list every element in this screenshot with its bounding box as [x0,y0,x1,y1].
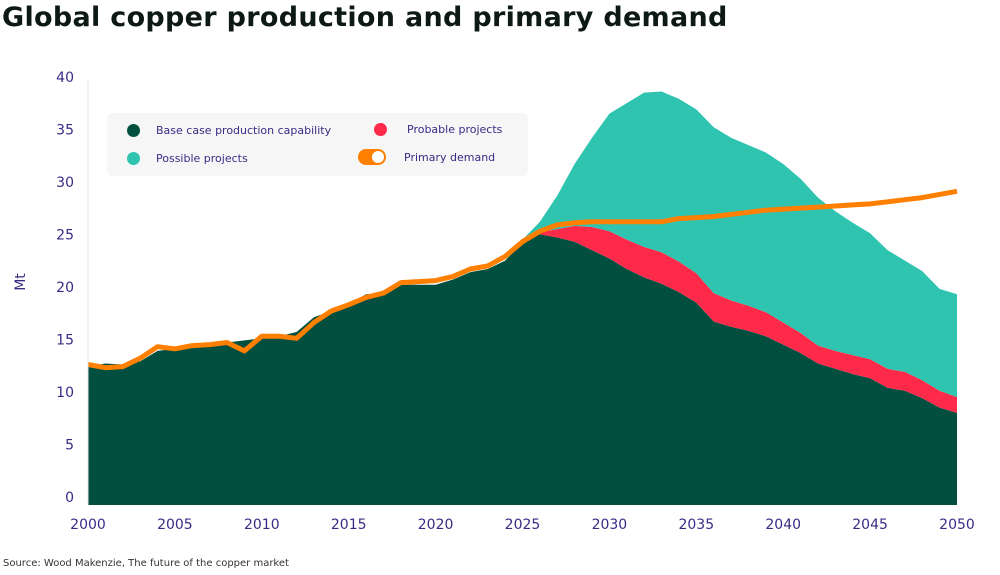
legend: Base case production capability Possible… [107,113,528,176]
legend-swatch-icon [127,152,140,165]
source-note: Source: Wood Makenzie, The future of the… [3,558,289,569]
x-tick-label: 2005 [157,517,193,533]
area-base-case-production-capability [88,234,957,506]
y-tick-label: 35 [56,123,74,139]
x-tick-label: 2030 [592,517,628,533]
legend-label: Possible projects [156,152,248,165]
x-tick-label: 2040 [765,517,801,533]
y-tick-label: 30 [56,175,74,191]
legend-swatch-icon [127,124,140,137]
area-possible-projects [88,91,957,398]
y-tick-label: 10 [56,385,74,401]
x-tick-label: 2000 [70,517,106,533]
legend-toggle-icon [358,149,386,165]
x-tick-label: 2025 [505,517,541,533]
x-tick-label: 2015 [331,517,367,533]
y-tick-label: 15 [56,333,74,349]
legend-item-base-case: Base case production capability [127,124,331,137]
y-tick-label: 20 [56,280,74,296]
legend-item-demand: Primary demand [358,149,495,165]
chart-title: Global copper production and primary dem… [2,2,728,33]
x-tick-label: 2050 [939,517,975,533]
y-tick-label: 5 [65,438,74,454]
y-tick-label: 0 [65,490,74,506]
y-axis-label: Mt [13,273,29,291]
legend-label: Base case production capability [156,124,332,137]
legend-item-possible: Possible projects [127,152,248,165]
legend-item-probable: Probable projects [372,123,502,136]
x-tick-label: 2035 [678,517,714,533]
y-tick-label: 40 [56,70,74,86]
legend-label: Primary demand [404,150,496,164]
x-tick-label: 2020 [418,517,454,533]
legend-label: Probable projects [407,123,503,136]
y-tick-label: 25 [56,228,74,244]
line-primary-demand [87,188,958,371]
x-tick-label: 2010 [244,517,280,533]
x-tick-label: 2045 [852,517,888,533]
legend-swatch-icon [374,123,387,136]
